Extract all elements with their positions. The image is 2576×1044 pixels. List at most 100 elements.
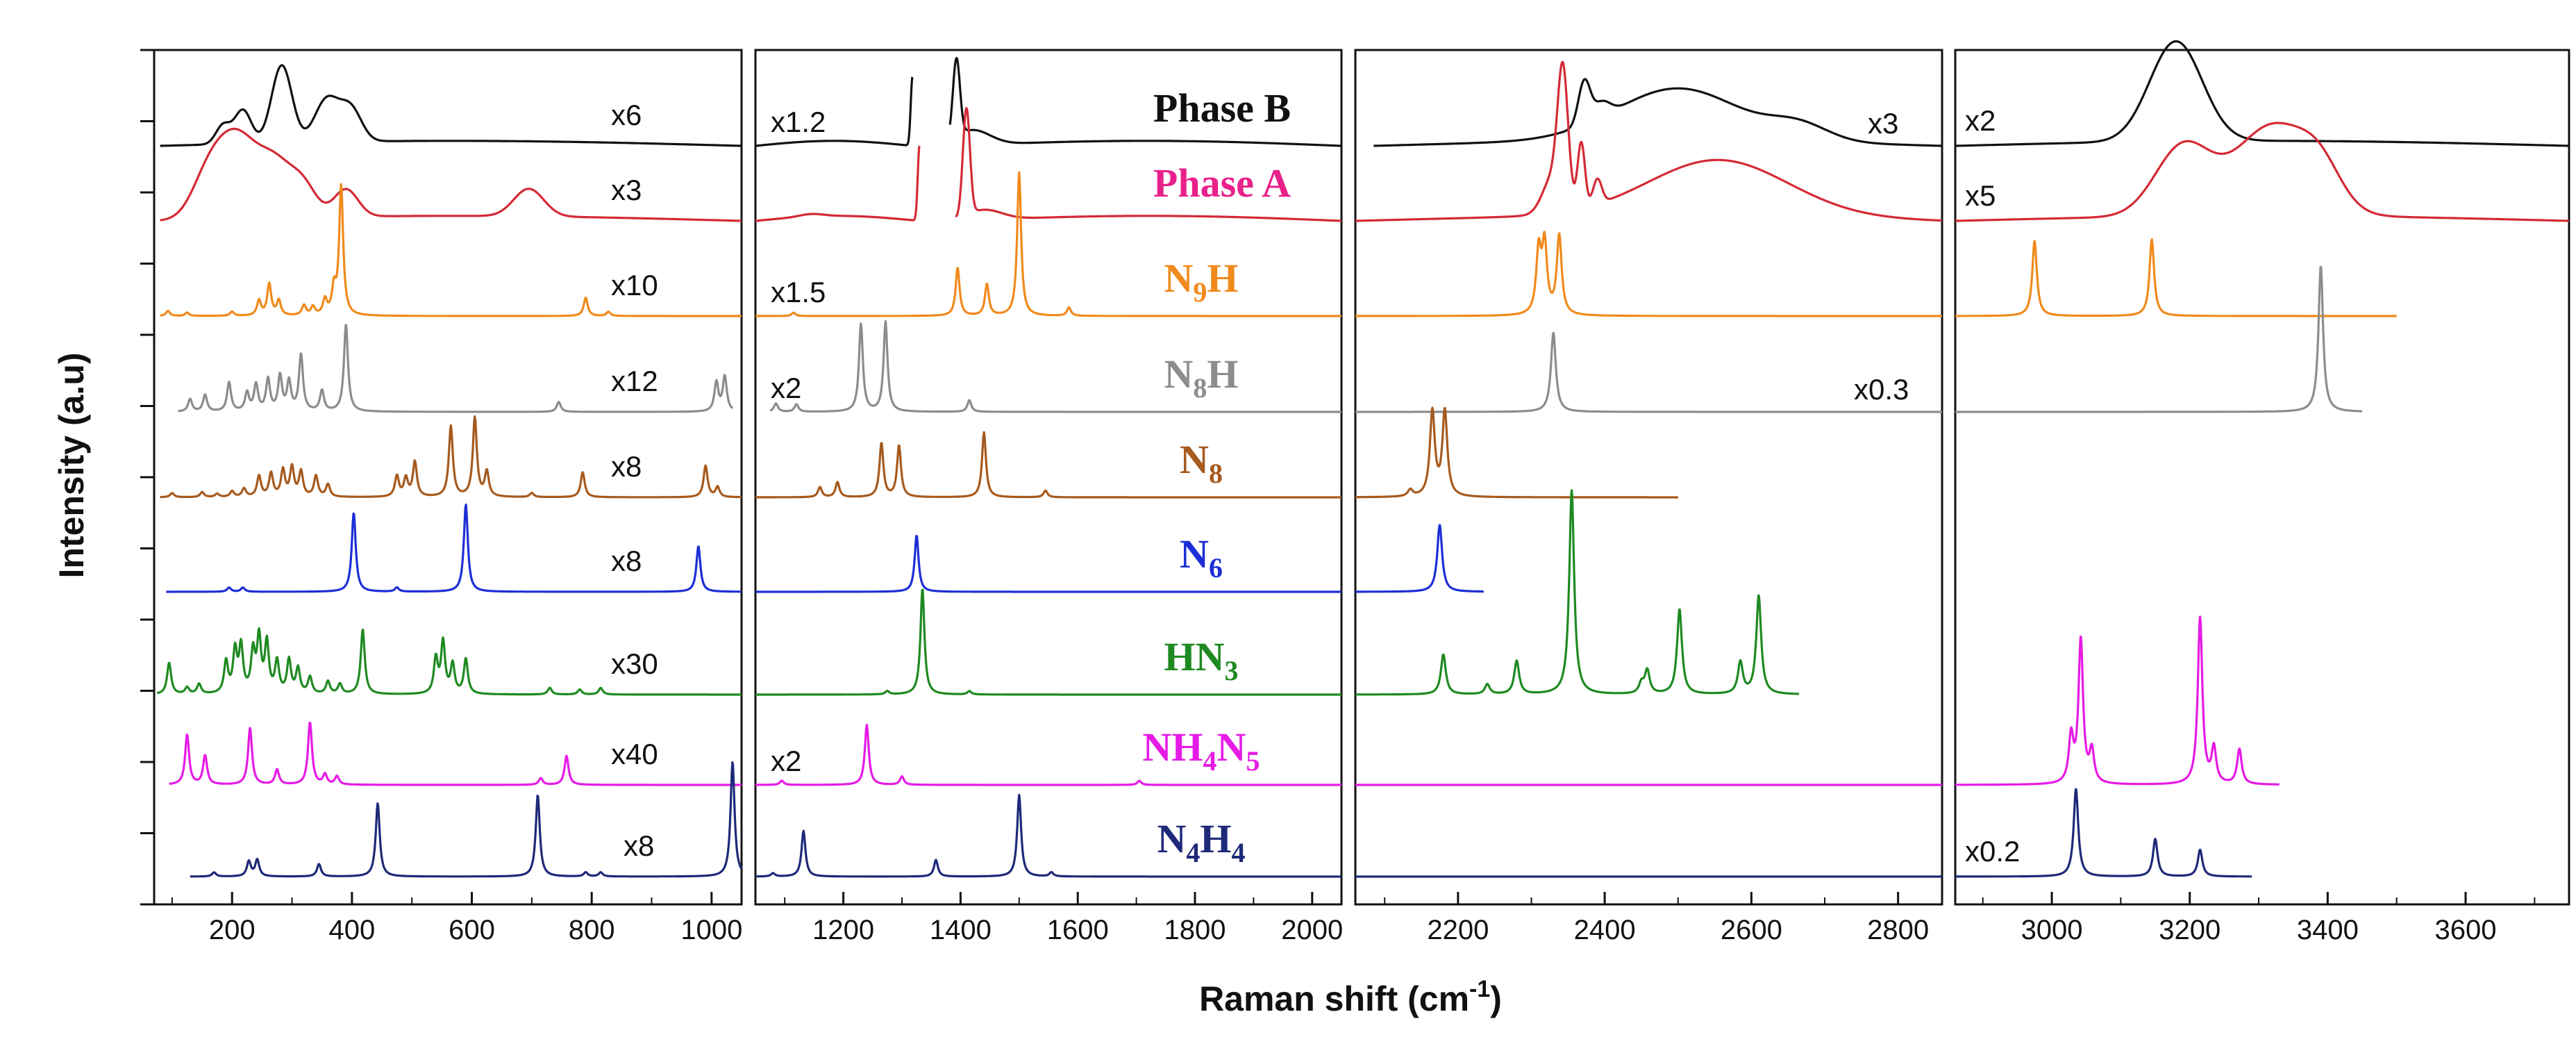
x-tick-label: 1800: [1164, 915, 1226, 945]
x-axis-title: Raman shift (cm-1): [1199, 976, 1502, 1018]
series-name-part: H: [1207, 256, 1238, 301]
series-name-part: 4: [1186, 837, 1200, 868]
scale-label-phaseB-p4: x2: [1965, 104, 1996, 137]
x-tick-label: 3400: [2297, 915, 2359, 945]
series-name-n6: N6: [1180, 531, 1223, 583]
spectrum-phaseA-p2: [754, 145, 921, 222]
scale-label-n8h-p1: x12: [611, 365, 658, 397]
series-name-part: Phase B: [1153, 85, 1291, 131]
spectrum-hn3-p1: [156, 627, 742, 696]
series-name-phaseB: Phase B: [1153, 85, 1291, 131]
series-name-n4h4: N4H4: [1157, 816, 1245, 868]
x-tick-label: 1000: [680, 915, 742, 945]
panel-frame: [1954, 49, 2570, 906]
spectrum-n6-p3: [1354, 524, 1485, 593]
panel-1: 200 400 600 800 1000: [153, 49, 743, 945]
x-tick-label: 800: [569, 915, 615, 945]
scale-label-n8h-p3: x0.3: [1854, 373, 1909, 406]
series-name-part: N: [1164, 256, 1193, 301]
x-tick-label: 3000: [2021, 915, 2083, 945]
spectrum-hn3-p3: [1355, 489, 1800, 696]
spectrum-nh4n5-p1: [168, 722, 742, 786]
spectrum-n4h4-p4: [1954, 788, 2253, 878]
spectrum-nh4n5-p2: [755, 723, 1342, 786]
x-tick-label: 2200: [1427, 915, 1489, 945]
scale-label-n9h-p1: x10: [611, 269, 658, 301]
spectrum-n8h-p4: [1955, 265, 2363, 413]
series-name-part: 4: [1232, 837, 1246, 868]
spectrum-n4h4-p1: [190, 761, 743, 878]
scale-label-n8-p1: x8: [611, 450, 642, 483]
x-tick-label: 400: [329, 915, 376, 945]
series-layer: [156, 40, 2570, 878]
spectrum-n4h4-p2: [755, 793, 1342, 878]
x-tick-label: 3200: [2159, 915, 2220, 945]
panel-4: 3000 3200 3400 3600: [1954, 49, 2570, 945]
spectrum-hn3-p2: [755, 588, 1342, 696]
spectrum-n8-p3: [1354, 406, 1679, 499]
x-tick-label: 200: [209, 915, 256, 945]
series-name-part: Phase A: [1153, 160, 1291, 206]
series-name-part: H: [1207, 351, 1238, 397]
x-tick-label: 2600: [1721, 915, 1782, 945]
panel-3: 2200 2400 2600 2800: [1354, 49, 1943, 945]
panel-frame: [754, 49, 1343, 906]
spectrum-phaseB-p4: [1955, 40, 2570, 147]
series-n6: [165, 503, 1485, 593]
spectrum-n8-p1: [160, 415, 742, 499]
scale-label-nh4n5-p1: x40: [611, 738, 658, 770]
scale-label-n9h-p2: x1.5: [771, 276, 826, 308]
spectrum-n9h-p3: [1355, 231, 1943, 317]
scale-label-n4h4-p4: x0.2: [1965, 835, 2020, 868]
spectrum-n8h-p3: [1355, 331, 1943, 413]
series-name-hn3: HN3: [1164, 634, 1239, 686]
series-name-part: HN: [1164, 634, 1225, 679]
series-name-part: N: [1217, 724, 1246, 770]
series-phaseB: [160, 40, 2570, 147]
scale-label-n8h-p2: x2: [771, 372, 801, 404]
series-name-part: 6: [1209, 552, 1223, 583]
x-tick-label: 2800: [1867, 915, 1929, 945]
series-name-part: 9: [1193, 276, 1207, 308]
x-tick-label: 3600: [2435, 915, 2497, 945]
scale-label-phaseA-p4: x5: [1965, 179, 1996, 212]
spectrum-phaseA-p1: [160, 127, 742, 222]
series-name-part: 5: [1246, 745, 1260, 777]
panel-2: 1200 1400 1600 1800 2000: [754, 49, 1343, 945]
series-n8: [160, 406, 1679, 499]
scale-label-n4h4-p1: x8: [624, 829, 654, 862]
spectrum-nh4n5-p4: [1954, 615, 2280, 786]
y-axis-title: Intensity (a.u): [52, 352, 91, 578]
scale-label-phaseB-p1: x6: [611, 99, 642, 131]
spectrum-phaseA-p4: [1955, 122, 2570, 222]
scale-label-phaseB-p3: x3: [1868, 107, 1898, 140]
series-name-n8h: N8H: [1164, 351, 1238, 404]
series-name-nh4n5: NH4N5: [1143, 724, 1260, 777]
panels-layer: 200 400 600 800 1000 1200 1400 1600 1800 2000 2200…: [140, 49, 2570, 945]
spectrum-phaseA-p3: [1355, 60, 1943, 222]
series-name-part: N: [1180, 437, 1209, 482]
series-name-n9h: N9H: [1164, 256, 1238, 308]
x-tick-label: 1200: [812, 915, 874, 945]
spectrum-n6-p1: [165, 503, 742, 593]
series-n9h: [160, 171, 2398, 317]
panel-frame: [1354, 49, 1943, 906]
series-name-part: 3: [1225, 655, 1239, 686]
series-n8h: [177, 265, 2363, 413]
series-n4h4: [190, 761, 2253, 878]
x-tick-label: 2000: [1281, 915, 1343, 945]
x-tick-label: 1400: [930, 915, 992, 945]
scale-label-nh4n5-p2: x2: [771, 745, 801, 777]
series-name-part: N: [1164, 351, 1193, 397]
series-nh4n5: [168, 615, 2280, 786]
spectrum-n9h-p2: [755, 171, 1342, 317]
spectrum-n8h-p1: [177, 324, 734, 413]
series-hn3: [156, 489, 1800, 696]
scale-label-phaseB-p2: x1.2: [771, 106, 826, 138]
series-name-part: N: [1157, 816, 1186, 861]
series-name-phaseA: Phase A: [1153, 160, 1291, 206]
spectrum-phaseB-p2: [754, 76, 914, 147]
spectrum-n9h-p4: [1955, 238, 2398, 317]
scale-label-hn3-p1: x30: [611, 647, 658, 680]
